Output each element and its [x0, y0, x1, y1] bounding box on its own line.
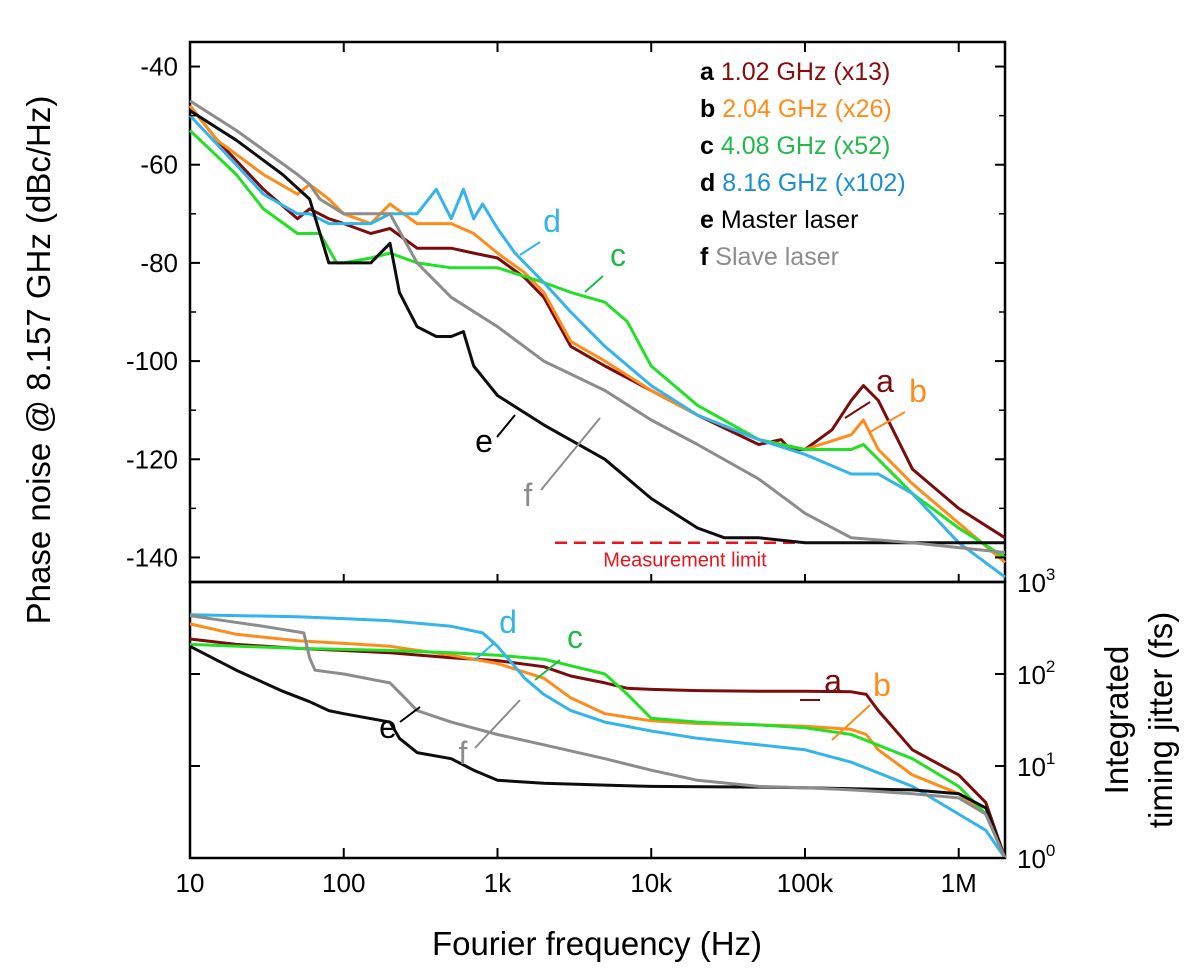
upper-curve-label-b: b	[909, 373, 927, 409]
upper-series-a	[188, 104, 1006, 540]
lower-curve-label-a: a	[824, 663, 842, 699]
lower-y-tick-label: 103	[1017, 565, 1055, 598]
lower-curve-leader-e	[399, 706, 421, 723]
upper-y-tick-label: -40	[140, 52, 178, 82]
lower-series-group	[189, 613, 1007, 859]
legend-entry-c: c 4.08 GHz (x52)	[700, 132, 890, 160]
lower-y-tick-label: 102	[1017, 657, 1055, 690]
upper-curve-label-f: f	[524, 477, 533, 513]
lower-plot-frame	[188, 580, 1007, 860]
legend-entry-f: f Slave laser	[700, 243, 839, 271]
upper-curve-leader-c	[584, 275, 604, 293]
measurement-limit-label: Measurement limit	[603, 550, 767, 572]
lower-y-axis-title-line1: Integrated	[1098, 646, 1135, 795]
lower-curve-leader-f	[474, 699, 521, 749]
lower-y-axis-title-line2: timing jitter (fs)	[1142, 612, 1179, 828]
lower-curve-leader-d	[474, 641, 496, 661]
lower-series-e	[189, 644, 1007, 859]
upper-curve-leader-f	[540, 417, 601, 491]
upper-y-tick-label: -80	[140, 248, 178, 278]
upper-curve-label-a: a	[876, 363, 894, 399]
lower-y-tick-label: 100	[1017, 841, 1055, 874]
upper-curve-label-d: d	[543, 203, 561, 239]
upper-y-tick-label: -140	[126, 542, 178, 572]
upper-curve-leader-a	[844, 401, 871, 419]
legend-entry-d: d 8.16 GHz (x102)	[700, 169, 906, 197]
x-tick-label: 10	[176, 868, 205, 898]
upper-series-e	[189, 109, 1005, 545]
legend-entry-b: b 2.04 GHz (x26)	[700, 95, 892, 123]
x-ticks: 10 100 1k 10k 100k 1M	[176, 42, 977, 898]
upper-y-ticks: -40 -60 -80 -100 -120 -140	[126, 52, 1005, 572]
upper-series-f	[189, 99, 1006, 554]
lower-series-c	[189, 642, 1007, 859]
upper-y-tick-label: -100	[126, 346, 178, 376]
upper-curve-leader-b	[869, 411, 906, 433]
x-tick-label: 10k	[630, 868, 673, 898]
lower-curve-leader-b	[831, 704, 871, 741]
x-tick-label: 100	[322, 868, 365, 898]
legend-entry-a: a 1.02 GHz (x13)	[700, 58, 890, 86]
upper-curve-label-e: e	[475, 423, 493, 459]
upper-series-group	[188, 99, 1006, 579]
upper-y-axis-title: Phase noise @ 8.157 GHz (dBc/Hz)	[20, 96, 57, 625]
lower-curve-label-b: b	[873, 667, 891, 703]
upper-curve-leader-e	[496, 414, 516, 438]
lower-series-b	[189, 622, 1007, 859]
x-tick-label: 100k	[777, 868, 834, 898]
x-tick-label: 1M	[941, 868, 977, 898]
upper-plot-frame	[188, 40, 1007, 584]
legend: a 1.02 GHz (x13) b 2.04 GHz (x26) c 4.08 G…	[700, 58, 906, 271]
legend-entry-e: e Master laser	[700, 206, 858, 234]
upper-series-d	[188, 114, 1006, 579]
lower-curve-label-c: c	[567, 619, 583, 655]
lower-series-d	[189, 613, 1007, 859]
lower-curve-label-d: d	[499, 604, 517, 640]
lower-curve-label-f: f	[459, 735, 468, 771]
upper-curve-leader-d	[519, 241, 541, 256]
upper-y-tick-label: -120	[126, 444, 178, 474]
upper-y-tick-label: -60	[140, 150, 178, 180]
upper-curve-label-c: c	[610, 237, 626, 273]
lower-series-f	[189, 614, 1007, 859]
x-tick-label: 1k	[484, 868, 512, 898]
lower-y-tick-label: 101	[1017, 749, 1055, 782]
lower-curve-label-e: e	[379, 709, 397, 745]
lower-y-ticks: 100 101 102 103	[190, 565, 1055, 874]
lower-curve-leader-c	[534, 659, 561, 681]
x-axis-title: Fourier frequency (Hz)	[432, 925, 762, 962]
lower-series-a	[189, 637, 1007, 859]
upper-series-b	[188, 104, 1006, 564]
